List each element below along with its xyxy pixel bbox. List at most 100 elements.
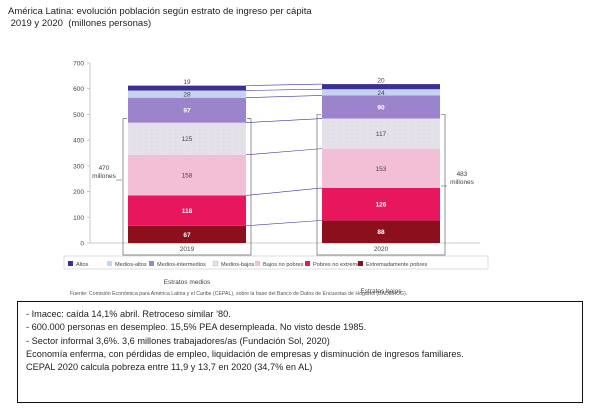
texture-dot (163, 129, 165, 131)
texture-dot (163, 141, 165, 143)
texture-dot (139, 149, 141, 151)
texture-dot (145, 137, 147, 139)
texture-dot (393, 121, 395, 122)
texture-dot (145, 141, 147, 143)
texture-dot (151, 133, 153, 135)
texture-dot (405, 121, 407, 122)
note-line: Economía enferma, con pérdidas de empleo… (26, 348, 464, 359)
texture-dot (429, 145, 431, 146)
texture-dot (235, 125, 237, 127)
y-tick-label: 700 (73, 61, 84, 68)
texture-dot (357, 129, 359, 130)
texture-dot (429, 133, 431, 134)
texture-dot (241, 153, 243, 155)
texture-dot (327, 145, 329, 146)
data-label: 90 (377, 104, 385, 111)
connector-line (245, 95, 323, 99)
texture-dot (211, 149, 213, 151)
note-line: CEPAL 2020 calcula pobreza entre 11,9 y … (26, 362, 313, 373)
texture-dot (205, 133, 207, 135)
texture-dot (429, 129, 431, 130)
texture-dot (339, 121, 341, 122)
texture-dot (351, 145, 353, 146)
texture-dot (193, 125, 195, 127)
texture-dot (199, 133, 201, 135)
texture-dot (393, 145, 395, 146)
texture-dot (363, 141, 365, 142)
bracket-label: Estratos bajos (360, 288, 402, 295)
texture-dot (333, 137, 335, 138)
texture-dot (345, 121, 347, 122)
texture-dot (375, 145, 377, 146)
texture-dot (145, 125, 147, 127)
texture-dot (199, 153, 201, 155)
texture-dot (229, 129, 231, 131)
texture-dot (333, 125, 335, 126)
texture-dot (175, 137, 177, 139)
texture-dot (223, 133, 225, 135)
texture-dot (369, 137, 371, 138)
bar-segment (128, 90, 246, 98)
texture-dot (229, 149, 231, 151)
texture-dot (345, 141, 347, 142)
data-label: 88 (377, 229, 385, 236)
texture-dot (417, 145, 419, 146)
bar-segment (128, 225, 246, 243)
texture-dot (193, 141, 195, 143)
texture-dot (339, 125, 341, 126)
bar-segment (128, 122, 246, 155)
texture-dot (399, 121, 401, 122)
texture-dot (411, 125, 413, 126)
texture-dot (435, 129, 437, 130)
texture-dot (381, 141, 383, 142)
texture-dot (423, 121, 425, 122)
texture-dot (187, 149, 189, 151)
texture-dot (217, 141, 219, 143)
texture-dot (199, 125, 201, 127)
texture-dot (327, 141, 329, 142)
bar-segment (128, 154, 246, 196)
texture-dot (417, 121, 419, 122)
texture-dot (357, 137, 359, 138)
data-label: 67 (183, 232, 191, 239)
texture-dot (211, 125, 213, 127)
texture-dot (211, 153, 213, 155)
texture-dot (333, 121, 335, 122)
texture-dot (181, 125, 183, 127)
texture-dot (175, 145, 177, 147)
texture-dot (181, 129, 183, 131)
texture-dot (369, 133, 371, 134)
bar-segment (322, 95, 440, 119)
texture-dot (163, 145, 165, 147)
texture-dot (163, 137, 165, 139)
texture-dot (369, 141, 371, 142)
texture-dot (423, 125, 425, 126)
data-label: 126 (376, 202, 387, 209)
texture-dot (145, 153, 147, 155)
texture-dot (375, 137, 377, 138)
texture-dot (157, 141, 159, 143)
texture-dot (223, 145, 225, 147)
texture-dot (381, 129, 383, 130)
texture-dot (381, 121, 383, 122)
texture-dot (175, 149, 177, 151)
texture-dot (351, 137, 353, 138)
texture-dot (157, 125, 159, 127)
bracket-estratos-medios (122, 118, 252, 256)
texture-dot (217, 137, 219, 139)
texture-dot (399, 133, 401, 134)
texture-dot (435, 125, 437, 126)
data-label: 19 (183, 79, 191, 86)
texture-dot (181, 153, 183, 155)
texture-dot (139, 133, 141, 135)
texture-dot (151, 145, 153, 147)
texture-dot (241, 141, 243, 143)
texture-dot (435, 137, 437, 138)
texture-dot (211, 141, 213, 143)
right-annotation-value: 483 (457, 171, 468, 178)
texture-dot (139, 137, 141, 139)
texture-dot (387, 133, 389, 134)
left-annotation-value: 470 (99, 165, 110, 172)
texture-dot (405, 145, 407, 146)
x-tick-label: 2019 (180, 246, 195, 253)
